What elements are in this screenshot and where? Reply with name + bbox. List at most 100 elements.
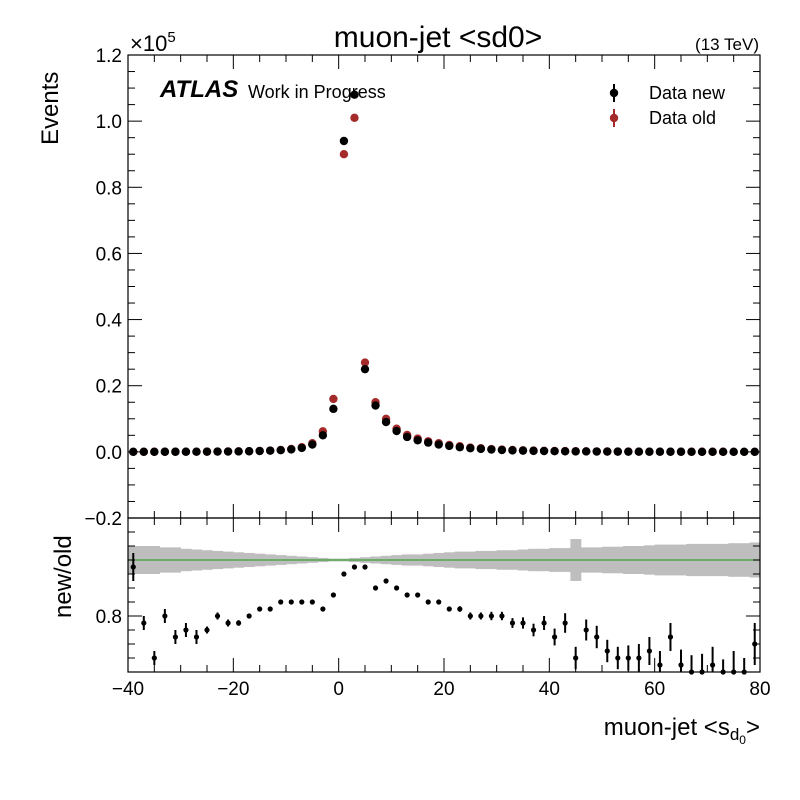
ratio-point bbox=[204, 627, 210, 633]
ratio-point bbox=[394, 585, 400, 591]
ratio-panel-frame bbox=[127, 517, 761, 673]
data-new-point bbox=[718, 447, 728, 456]
data-new-point bbox=[571, 447, 580, 456]
legend-label-data-new: Data new bbox=[649, 83, 726, 103]
data-old-point bbox=[339, 150, 349, 159]
data-new-point bbox=[740, 447, 749, 457]
data-new-point bbox=[434, 440, 443, 449]
data-new-point bbox=[213, 447, 222, 456]
ratio-point bbox=[415, 592, 421, 598]
y-multiplier: ×105 bbox=[130, 29, 176, 56]
ratio-point bbox=[404, 592, 410, 598]
x-tick-label: 20 bbox=[433, 679, 454, 700]
ratio-point bbox=[341, 571, 347, 577]
ratio-point bbox=[130, 564, 136, 570]
data-new-point bbox=[729, 447, 738, 457]
data-new-point bbox=[150, 447, 159, 456]
data-new-point bbox=[708, 447, 717, 456]
data-new-point bbox=[550, 447, 559, 456]
x-tick-label: −40 bbox=[112, 679, 144, 700]
data-new-point bbox=[223, 447, 233, 456]
data-new-point bbox=[750, 447, 759, 457]
data-new-point bbox=[129, 447, 138, 456]
data-new-point bbox=[160, 447, 170, 456]
legend-label-data-old: Data old bbox=[649, 108, 716, 128]
y-tick-label: −0.2 bbox=[84, 509, 122, 530]
data-new-point bbox=[381, 417, 391, 427]
ratio-point bbox=[499, 613, 505, 619]
ratio-point bbox=[457, 606, 463, 612]
data-old-point bbox=[360, 358, 370, 367]
ratio-point bbox=[541, 620, 547, 626]
ratio-point bbox=[362, 564, 368, 570]
legend-marker-data-old bbox=[609, 113, 619, 123]
y-tick-label: 0.8 bbox=[96, 178, 122, 199]
data-new-point bbox=[697, 447, 707, 456]
x-tick-label: 0 bbox=[333, 679, 344, 700]
ratio-point bbox=[246, 613, 252, 619]
x-axis-title: muon-jet <sd0> bbox=[604, 714, 760, 747]
data-new-point bbox=[624, 447, 633, 456]
data-new-point bbox=[582, 447, 591, 456]
ratio-point bbox=[710, 662, 716, 668]
ratio-point bbox=[278, 599, 284, 605]
data-new-point bbox=[202, 447, 212, 456]
ratio-point bbox=[162, 613, 168, 619]
data-new-point bbox=[402, 432, 412, 442]
ratio-point bbox=[320, 606, 326, 612]
ratio-point bbox=[330, 592, 336, 598]
data-new-point bbox=[676, 447, 686, 456]
data-new-point bbox=[339, 136, 349, 146]
ratio-point bbox=[214, 613, 221, 619]
ratio-point bbox=[236, 620, 242, 626]
x-axis-title-main: muon-jet <s bbox=[604, 714, 730, 741]
ratio-point bbox=[351, 564, 358, 570]
data-new-point bbox=[244, 447, 254, 456]
ratio-point bbox=[615, 655, 621, 661]
ratio-point bbox=[193, 634, 200, 640]
main-panel-points bbox=[129, 90, 759, 457]
ratio-point bbox=[646, 648, 653, 654]
ratio-point bbox=[225, 620, 231, 626]
ratio-point bbox=[530, 627, 537, 633]
ratio-point bbox=[257, 606, 263, 612]
x-tick-label: 80 bbox=[749, 679, 770, 700]
ratio-point bbox=[436, 599, 442, 605]
ratio-point bbox=[625, 655, 631, 661]
chart-title: muon-jet <sd0> bbox=[334, 21, 542, 54]
data-new-point bbox=[560, 447, 570, 456]
ratio-y-axis-title: new/old bbox=[50, 535, 77, 618]
ratio-point bbox=[583, 627, 589, 633]
data-new-point bbox=[371, 401, 380, 410]
data-new-point bbox=[276, 446, 285, 455]
data-new-point bbox=[234, 447, 243, 456]
ratio-point bbox=[520, 620, 526, 626]
data-new-point bbox=[603, 447, 612, 456]
ratio-point bbox=[478, 613, 484, 619]
x-tick-label: 60 bbox=[644, 679, 665, 700]
data-new-point bbox=[645, 447, 654, 456]
data-new-point bbox=[487, 445, 496, 454]
x-tick-labels: −40 −20 0 20 40 60 80 bbox=[112, 679, 771, 700]
data-new-point bbox=[634, 447, 644, 456]
data-new-point bbox=[360, 364, 370, 374]
ratio-panel-ticks: 0.8 bbox=[96, 517, 761, 673]
y-tick-label: 0.6 bbox=[96, 244, 122, 265]
ratio-point bbox=[604, 648, 610, 654]
y-tick-label: 0.4 bbox=[96, 311, 123, 332]
data-new-point bbox=[592, 447, 601, 456]
data-new-point bbox=[687, 447, 696, 456]
ratio-point bbox=[172, 634, 178, 640]
ratio-point bbox=[573, 655, 579, 661]
ratio-point bbox=[657, 662, 663, 668]
status-label: Work in Progress bbox=[248, 82, 386, 102]
ratio-point bbox=[288, 599, 294, 605]
legend: Data new Data old bbox=[609, 83, 726, 128]
legend-marker-data-new bbox=[609, 88, 619, 98]
data-new-point bbox=[445, 441, 454, 451]
data-new-point bbox=[255, 446, 264, 456]
x-axis-title-sub: d bbox=[730, 725, 739, 744]
ratio-point bbox=[267, 606, 273, 612]
ratio-point bbox=[383, 578, 389, 584]
